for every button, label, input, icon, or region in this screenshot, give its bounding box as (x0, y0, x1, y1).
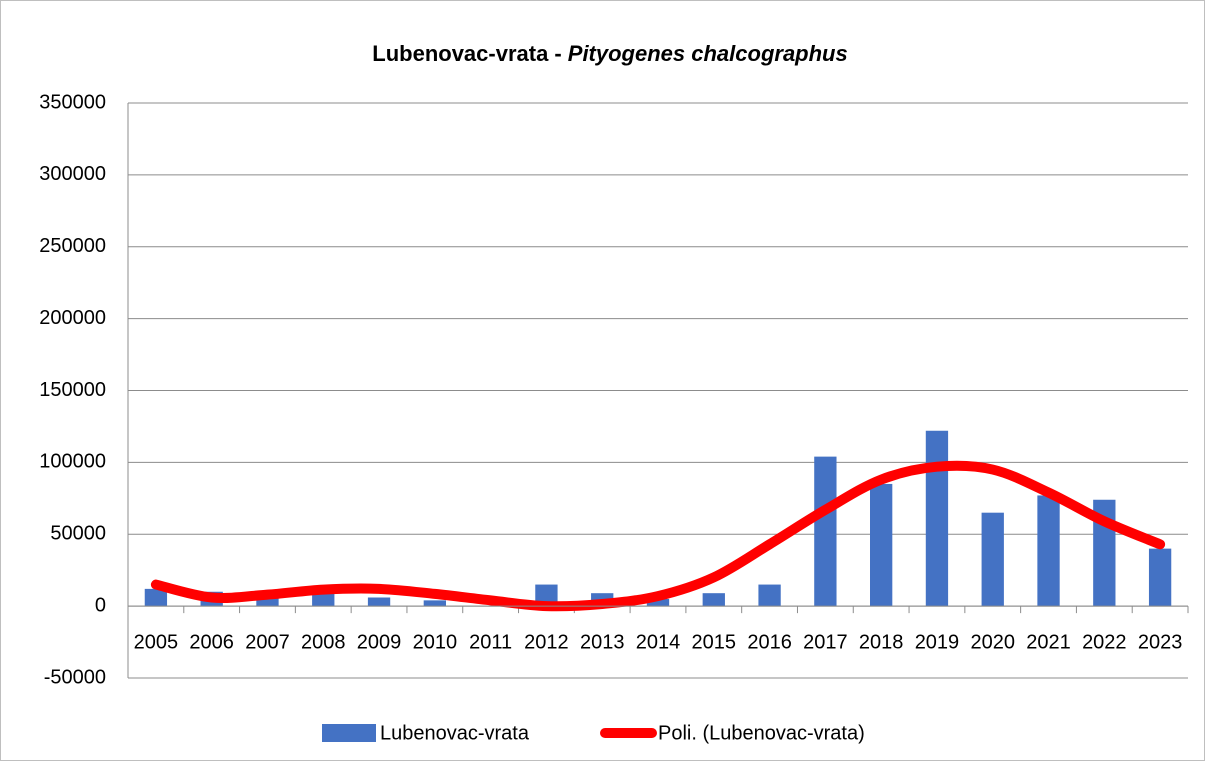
y-tick-label: 100000 (39, 451, 106, 473)
legend-label: Poli. (Lubenovac-vrata) (658, 722, 865, 744)
legend-swatch (322, 724, 376, 742)
x-tick-label: 2022 (1082, 631, 1127, 653)
x-tick-label: 2008 (301, 631, 346, 653)
title-species: Pityogenes chalcographus (568, 41, 848, 66)
y-tick-label: 250000 (39, 235, 106, 257)
bar (535, 584, 558, 607)
x-tick-label: 2005 (134, 631, 179, 653)
x-tick-label: 2010 (413, 631, 458, 653)
x-tick-label: 2015 (692, 631, 737, 653)
y-tick-label: -50000 (44, 666, 106, 688)
x-tick-label: 2016 (747, 631, 792, 653)
x-tick-label: 2013 (580, 631, 625, 653)
y-tick-label: 350000 (39, 91, 106, 113)
bar (1037, 495, 1060, 607)
x-tick-label: 2011 (469, 631, 512, 653)
x-tick-label: 2020 (970, 631, 1015, 653)
bar (925, 430, 949, 607)
bar (312, 591, 335, 607)
x-tick-label: 2006 (189, 631, 234, 653)
title-main: Lubenovac-vrata - (372, 41, 562, 66)
y-tick-label: 150000 (39, 379, 106, 401)
y-tick-label: 50000 (50, 523, 106, 545)
bar (646, 598, 670, 607)
x-tick-label: 2019 (915, 631, 960, 653)
bar (702, 593, 725, 607)
x-tick-label: 2009 (357, 631, 402, 653)
bar (144, 588, 168, 607)
trend-line (150, 460, 1166, 612)
bar (870, 483, 893, 607)
bar (758, 584, 781, 607)
bar (1148, 548, 1172, 607)
bar (981, 512, 1004, 607)
bar (256, 596, 279, 607)
y-tick-label: 200000 (39, 307, 106, 329)
y-tick-label: 0 (95, 594, 106, 616)
x-tick-label: 2021 (1026, 631, 1071, 653)
x-tick-label: 2017 (803, 631, 848, 653)
x-tick-label: 2012 (524, 631, 569, 653)
chart-title: Lubenovac-vrata - Pityogenes chalcographu… (372, 41, 847, 66)
x-tick-label: 2007 (245, 631, 290, 653)
bar (423, 600, 446, 607)
x-tick-label: 2014 (636, 631, 681, 653)
bar (367, 597, 391, 607)
bar (814, 456, 837, 607)
x-tick-label: 2023 (1138, 631, 1183, 653)
legend-label: Lubenovac-vrata (380, 722, 530, 744)
x-tick-label: 2018 (859, 631, 904, 653)
y-tick-label: 300000 (39, 163, 106, 185)
